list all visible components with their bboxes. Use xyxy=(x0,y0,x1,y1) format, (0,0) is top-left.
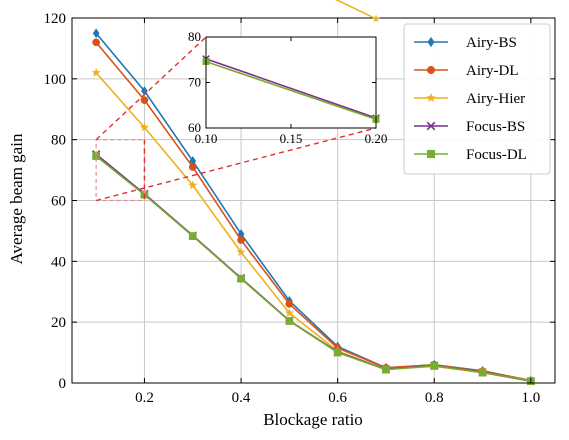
data-point xyxy=(427,36,435,48)
data-point xyxy=(426,121,436,131)
x-tick-label: 0.4 xyxy=(232,390,251,406)
x-tick-label: 1.0 xyxy=(521,390,540,406)
x-tick-label: 0.8 xyxy=(425,390,444,406)
data-point xyxy=(236,247,246,257)
y-tick-label: 60 xyxy=(51,194,66,210)
data-point xyxy=(430,362,439,370)
x-axis-label: Blockage ratio xyxy=(263,410,363,429)
y-tick-label: 0 xyxy=(59,376,67,392)
inset-series-line xyxy=(335,0,377,20)
data-point xyxy=(188,232,197,240)
legend-entry: Focus-DL xyxy=(466,147,527,163)
data-point xyxy=(188,163,197,171)
legend: Airy-BS Airy-DL Airy-Hier Focus-BS Focus-DL xyxy=(403,23,551,175)
data-point xyxy=(140,96,149,104)
y-tick-label: 120 xyxy=(44,11,67,27)
inset-plot: 0.10 0.15 0.20 60 70 80 xyxy=(188,0,387,146)
legend-entry: Airy-Hier xyxy=(466,91,525,107)
y-tick-label: 40 xyxy=(51,254,66,270)
y-tick-label: 100 xyxy=(44,72,67,88)
y-tick-label: 20 xyxy=(51,315,66,331)
series-lines xyxy=(91,28,536,386)
series-line xyxy=(95,155,531,382)
axes: 0.2 0.4 0.6 0.8 1.0 0 20 40 60 80 100 120 xyxy=(44,11,556,406)
data-point xyxy=(237,274,245,283)
legend-entry: Airy-DL xyxy=(466,63,519,79)
data-point xyxy=(426,149,436,159)
data-point xyxy=(371,14,381,23)
zoom-indicator xyxy=(95,36,377,202)
zoom-connector xyxy=(95,127,377,202)
series-line xyxy=(95,153,531,382)
data-point xyxy=(285,317,294,325)
data-point xyxy=(285,300,294,308)
legend-entry: Focus-BS xyxy=(466,119,525,135)
inset-y-tick-label: 60 xyxy=(188,120,201,135)
data-point xyxy=(92,38,101,47)
y-axis-label: Average beam gain xyxy=(7,133,26,264)
data-point xyxy=(333,348,342,357)
x-tick-label: 0.2 xyxy=(135,390,154,406)
inset-x-tick-label: 0.10 xyxy=(195,131,218,146)
legend-entry: Airy-BS xyxy=(466,35,517,51)
data-point xyxy=(284,308,295,318)
data-point xyxy=(141,86,148,96)
data-point xyxy=(139,122,150,132)
inset-background xyxy=(206,37,376,128)
y-tick-label: 80 xyxy=(51,133,66,149)
inset-series-line xyxy=(205,58,377,119)
data-point xyxy=(426,65,436,75)
inset-x-tick-label: 0.15 xyxy=(280,131,303,146)
inset-y-tick-label: 70 xyxy=(188,75,201,90)
inset-series-line xyxy=(205,60,377,121)
data-point xyxy=(478,368,487,377)
data-point xyxy=(237,236,245,244)
x-tick-label: 0.6 xyxy=(328,390,347,406)
zoom-rectangle xyxy=(95,139,146,202)
data-point xyxy=(188,180,198,190)
inset-y-tick-label: 80 xyxy=(188,29,201,44)
data-point xyxy=(91,67,101,77)
series-line xyxy=(95,41,531,382)
data-point xyxy=(426,92,436,103)
legend-box xyxy=(403,23,551,175)
zoom-connector xyxy=(95,36,207,141)
inset-x-tick-label: 0.20 xyxy=(365,131,388,146)
data-point xyxy=(92,28,100,39)
data-point xyxy=(382,365,390,374)
